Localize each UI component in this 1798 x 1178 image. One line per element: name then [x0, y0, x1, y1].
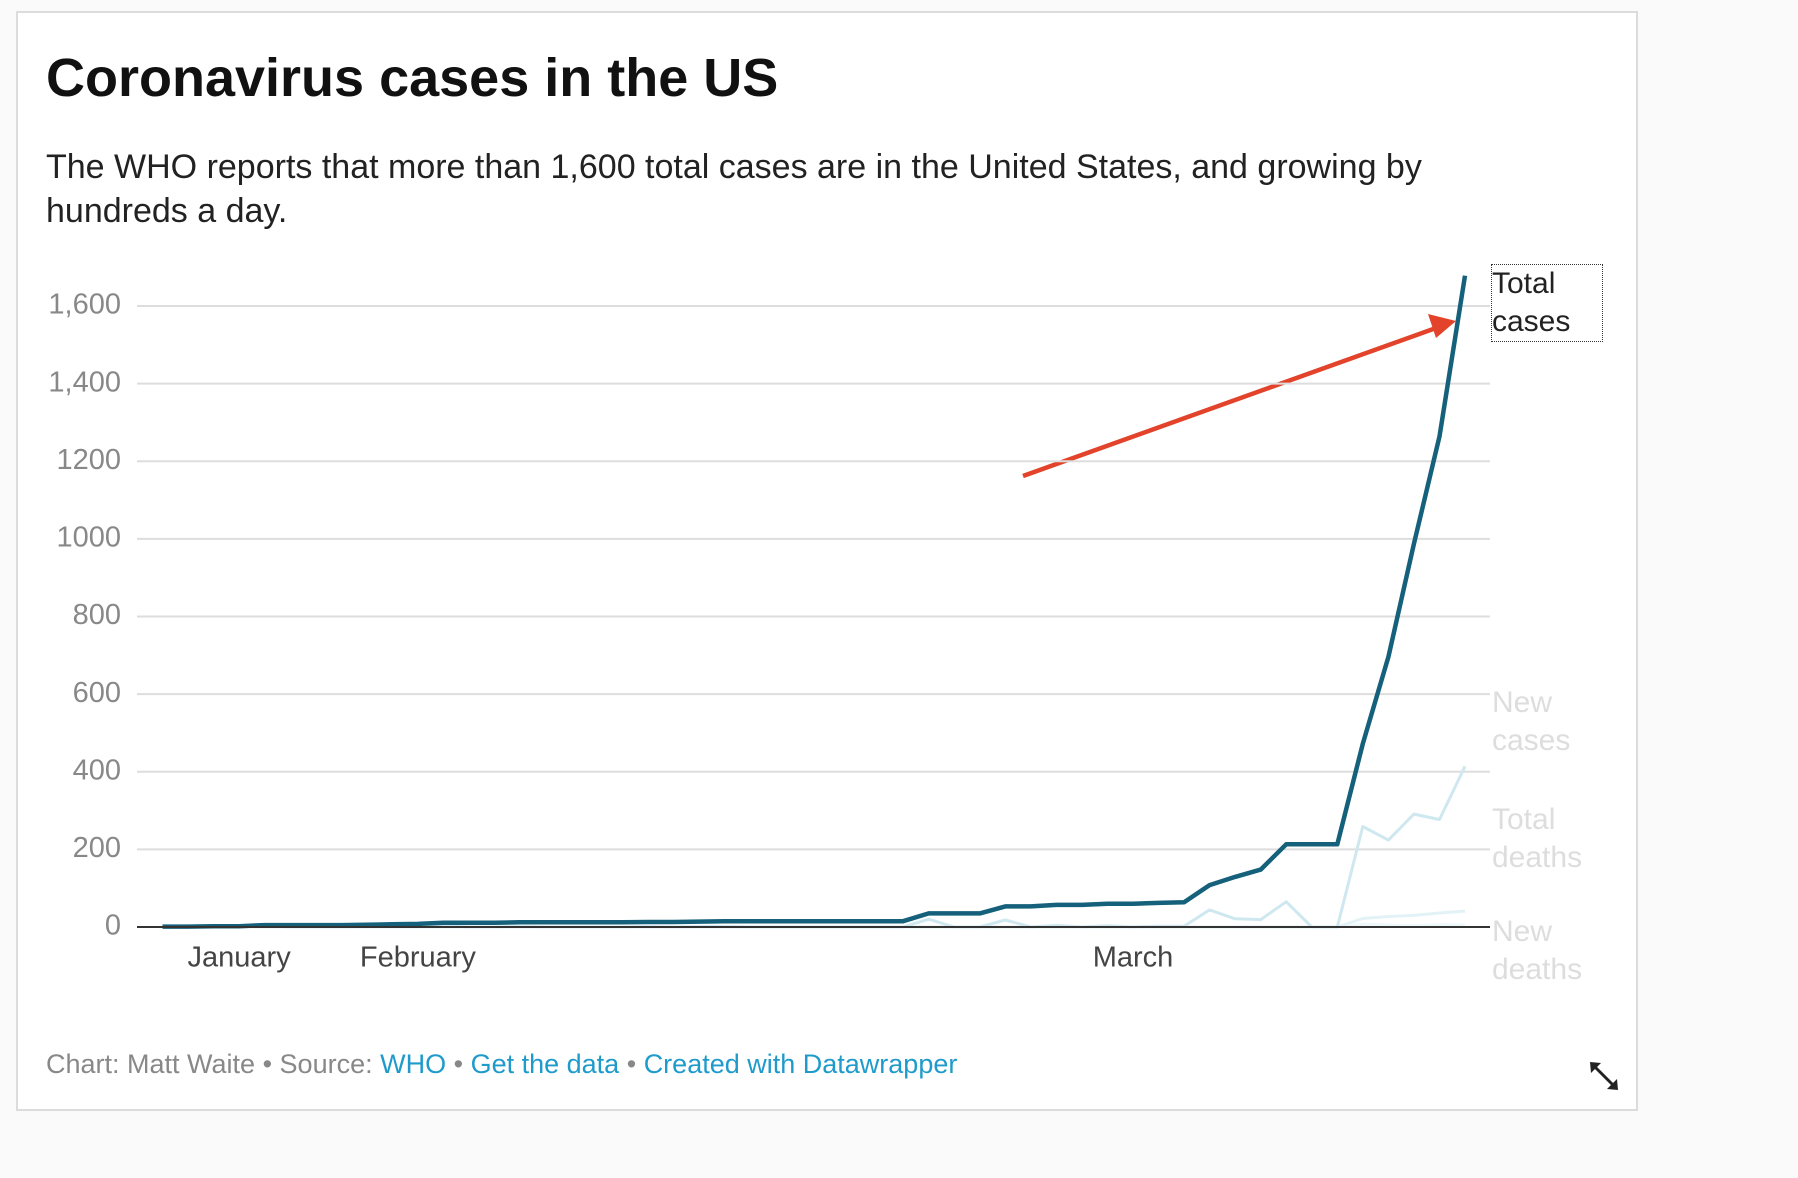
series-label: Total deaths: [1492, 803, 1583, 874]
y-tick-label: 400: [73, 754, 121, 786]
x-tick-label: February: [360, 942, 477, 974]
source-label: Source:: [279, 1049, 373, 1079]
data-link[interactable]: Get the data: [470, 1049, 620, 1079]
series-label: New cases: [1492, 686, 1571, 757]
credit: Chart: Matt Waite: [46, 1049, 256, 1079]
annotation-arrowhead: [1428, 314, 1456, 338]
y-tick-label: 1200: [56, 444, 121, 476]
chart-subtitle: The WHO reports that more than 1,600 tot…: [46, 148, 1422, 230]
y-tick-label: 1000: [56, 522, 121, 554]
series-label: Total cases: [1491, 264, 1603, 342]
y-tick-label: 0: [105, 910, 121, 942]
chart-card: Coronavirus cases in the US The WHO repo…: [16, 11, 1638, 1111]
y-tick-label: 1,400: [48, 366, 121, 398]
datawrapper-link[interactable]: Created with Datawrapper: [643, 1049, 958, 1079]
plot: 0 200 400 600 800 1000 1200 1,400 1,600 January Fe…: [48, 275, 1618, 1090]
series-line: [162, 275, 1468, 929]
footer: Chart: Matt Waite • Source: WHO • Get th…: [46, 1049, 957, 1080]
grid: [137, 305, 1490, 851]
source-link[interactable]: WHO: [380, 1049, 447, 1079]
separator: •: [262, 1049, 273, 1079]
y-tick-label: 800: [73, 599, 121, 631]
resize-icon: [1590, 1062, 1618, 1090]
annotation-arrow: [1022, 325, 1437, 479]
y-tick-label: 200: [73, 832, 121, 864]
series-line: [162, 765, 1467, 929]
y-tick-label: 1,600: [48, 289, 121, 321]
separator: •: [453, 1049, 464, 1079]
chart-title: Coronavirus cases in the US: [46, 48, 779, 108]
y-tick-label: 600: [73, 677, 121, 709]
separator: •: [626, 1049, 637, 1079]
x-tick-label: January: [188, 942, 292, 974]
x-tick-label: March: [1093, 942, 1174, 974]
series-label: New deaths: [1492, 915, 1583, 986]
